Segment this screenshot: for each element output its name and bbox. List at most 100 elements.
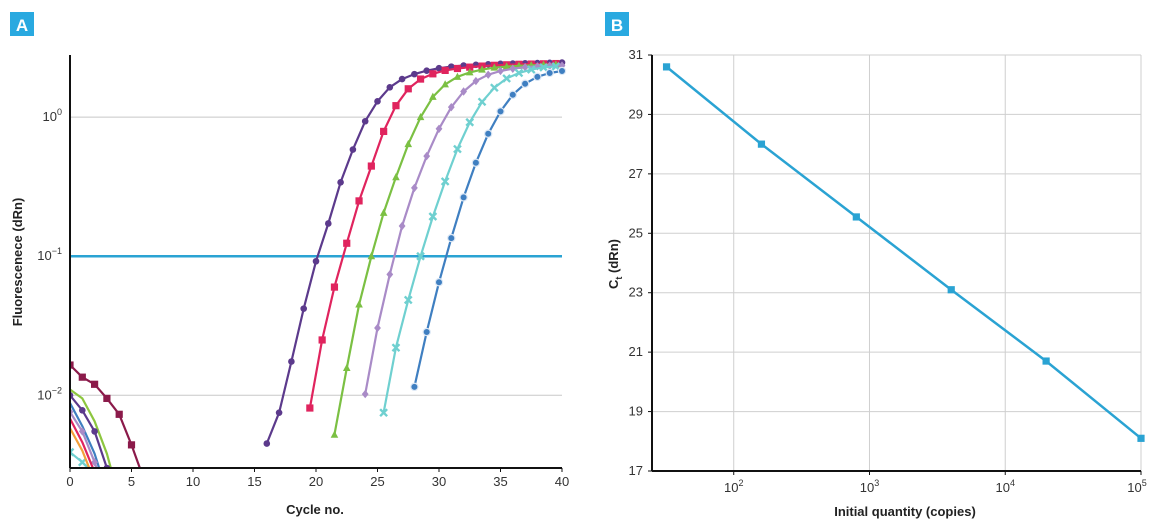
data-point (70, 361, 74, 369)
y-tick-label-base: 10 (43, 109, 57, 124)
x-tick-label-base: 10 (724, 480, 738, 495)
x-tick-label-exp: 2 (738, 478, 743, 488)
data-point (78, 373, 86, 381)
x-tick-label: 104 (996, 478, 1015, 495)
data-point (533, 72, 542, 82)
data-point (428, 212, 438, 221)
data-point (557, 66, 567, 76)
y-tick-label-base: 10 (37, 248, 51, 263)
x-tick-label-exp: 4 (1010, 478, 1015, 488)
data-point (116, 507, 123, 514)
data-point (416, 75, 425, 83)
data-point (312, 257, 320, 265)
data-point (367, 162, 375, 170)
y-tick-label: 23 (629, 285, 643, 300)
x-tick-label: 0 (66, 474, 73, 489)
y-tick-label: 25 (629, 225, 643, 240)
data-point (306, 404, 314, 412)
panel-b-y-axis-label: Ct (dRn) (606, 239, 624, 289)
data-point (435, 64, 443, 72)
x-tick-label: 10 (186, 474, 200, 489)
data-point (526, 65, 536, 74)
panel-b-badge (605, 12, 629, 36)
data-point (490, 63, 499, 71)
x-tick-label: 35 (493, 474, 507, 489)
data-point (466, 63, 474, 71)
x-tick-label: 103 (860, 478, 879, 495)
data-point (416, 112, 425, 121)
series-13 (70, 447, 110, 509)
data-point (349, 146, 357, 153)
data-point (484, 70, 492, 79)
panel-a-axes (69, 55, 563, 472)
data-point (91, 428, 98, 435)
data-point (404, 85, 412, 93)
data-point (403, 295, 413, 305)
data-point (453, 64, 462, 73)
y-tick-label: 10−2 (37, 385, 62, 402)
data-point (77, 457, 87, 467)
data-point (435, 124, 443, 133)
x-tick-label: 5 (128, 474, 135, 489)
data-point (79, 406, 86, 414)
data-point (497, 66, 504, 76)
series-7 (70, 361, 147, 482)
data-point (127, 441, 136, 449)
panel-a-series (70, 59, 567, 514)
data-point (337, 179, 344, 186)
data-point (411, 183, 418, 193)
data-point (91, 471, 98, 478)
series-line (70, 388, 112, 468)
y-tick-label-base: 10 (37, 387, 51, 402)
panel-b-axes (648, 54, 1142, 475)
x-tick-label: 30 (432, 474, 446, 489)
data-point (103, 394, 111, 402)
data-point (484, 129, 493, 138)
data-point (502, 74, 511, 83)
data-point (429, 92, 437, 100)
data-point (429, 70, 437, 78)
y-tick-label: 21 (629, 344, 643, 359)
data-point (453, 72, 462, 80)
data-point (103, 502, 110, 509)
panel-a-x-axis-label: Cycle no. (286, 502, 344, 517)
data-point (502, 62, 511, 70)
x-tick-label: 105 (1127, 478, 1146, 495)
data-point (325, 220, 332, 227)
data-point (757, 140, 766, 148)
data-point (471, 158, 481, 167)
data-point (300, 305, 308, 312)
data-point (410, 382, 419, 392)
panel-b-gridlines (652, 54, 1142, 472)
x-tick-label: 40 (555, 474, 569, 489)
data-point (140, 475, 147, 482)
y-tick-label: 27 (629, 166, 643, 181)
series-line (382, 65, 556, 413)
y-tick-label: 17 (629, 463, 643, 478)
data-point (416, 251, 425, 261)
data-point (423, 151, 431, 161)
data-point (508, 90, 517, 99)
series-12 (70, 418, 95, 468)
data-point (472, 76, 480, 86)
y-tick-label: 29 (629, 106, 643, 121)
ct-subscript: t (614, 277, 624, 280)
data-point (330, 430, 339, 438)
data-point (361, 389, 369, 399)
data-point (551, 62, 561, 71)
y-tick-label: 31 (629, 47, 643, 62)
data-point (539, 63, 548, 72)
data-point (422, 327, 431, 337)
x-tick-label-base: 10 (996, 480, 1010, 495)
data-point (514, 68, 524, 78)
data-point (392, 173, 400, 181)
series-10 (70, 402, 101, 468)
series-line (70, 402, 101, 468)
data-point (447, 102, 455, 112)
data-point (379, 408, 388, 418)
series-14 (70, 427, 91, 468)
